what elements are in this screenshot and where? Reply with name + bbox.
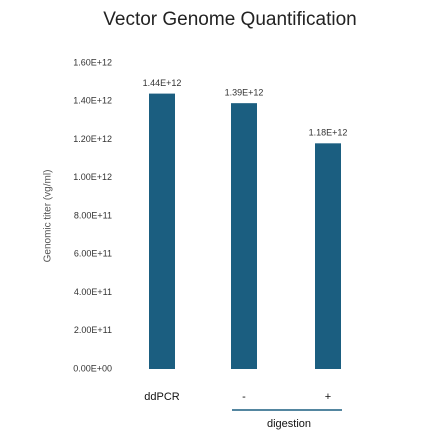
y-tick-label: 1.40E+12 (73, 96, 112, 106)
bar (231, 103, 257, 369)
chart-title: Vector Genome Quantification (103, 9, 356, 30)
y-tick-label: 6.00E+11 (74, 249, 112, 259)
x-tick-label: + (325, 391, 331, 403)
value-label: 1.39E+12 (225, 88, 264, 98)
x-tick-label: ddPCR (144, 391, 180, 403)
y-tick-label: 0.00E+00 (73, 363, 112, 373)
value-label: 1.44E+12 (143, 78, 182, 88)
y-tick-label: 8.00E+11 (74, 210, 112, 220)
y-tick-label: 2.00E+11 (74, 325, 112, 335)
y-tick-label: 1.00E+12 (73, 172, 112, 182)
bar (149, 93, 175, 369)
bar (315, 143, 341, 369)
value-label: 1.18E+12 (309, 128, 348, 138)
y-tick-label: 1.20E+12 (73, 134, 112, 144)
y-tick-label: 1.60E+12 (73, 57, 112, 67)
group-label: digestion (267, 418, 311, 430)
y-tick-label: 4.00E+11 (74, 287, 112, 297)
x-tick-label: - (242, 391, 246, 403)
y-axis-label: Genomic titer (vg/ml) (43, 170, 54, 263)
